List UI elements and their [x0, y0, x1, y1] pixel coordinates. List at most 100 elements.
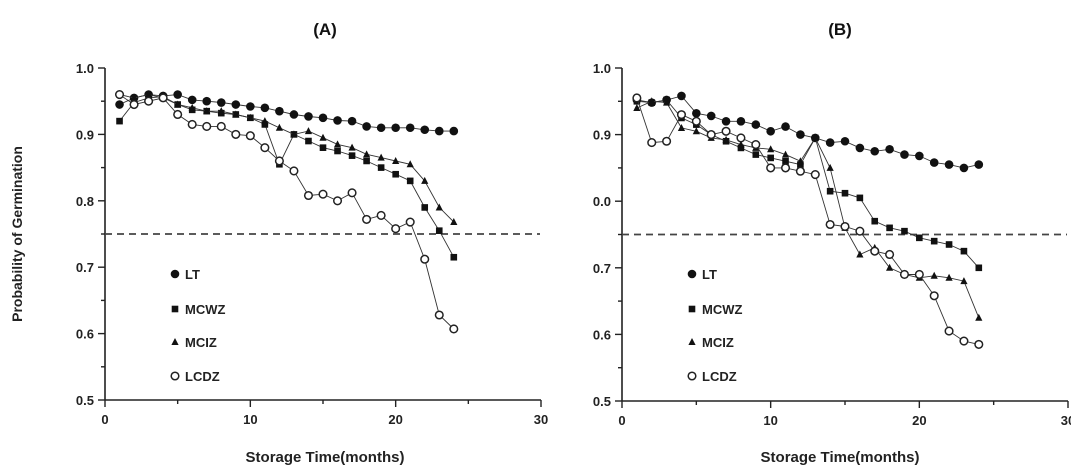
panel-b-series-mciz-point [648, 97, 656, 105]
panel-b-series-lcdz-point [795, 166, 805, 176]
panel-a-series-lcdz-point [187, 119, 197, 129]
panel-a-series-lt-point [289, 110, 299, 119]
panel-b-series-mciz-point [781, 150, 790, 158]
panel-b-series-lt-point [721, 116, 731, 126]
panel-b-series-mcwz-point [960, 247, 968, 255]
panel-b-series-lt-point [751, 120, 761, 129]
panel-a-series-lcdz-point [129, 99, 139, 110]
panel-a-series-mcwz-point [406, 177, 414, 185]
panel-b-series-lt-point [825, 138, 835, 147]
panel-a-y-tick-label: 1.0 [76, 61, 94, 76]
panel-a-series-lcdz-point [144, 96, 154, 106]
panel-a-series-lt-point [405, 123, 415, 133]
panel-a-series-lt-point [347, 116, 357, 126]
panel-b-series-mciz-point [692, 127, 700, 135]
panel-a-series-lcdz-point [260, 143, 270, 153]
panel-a-series-lcdz-point [318, 189, 328, 199]
panel-b-series-mciz-point [663, 98, 671, 106]
panel-a-series-lt-point [362, 122, 371, 131]
panel-b-legend-label-lcdz: LCDZ [702, 369, 737, 384]
panel-b-series-lcdz-point [766, 163, 776, 173]
panel-b-series-lcdz-point [691, 116, 701, 126]
panel-a-series-lcdz-line [119, 94, 455, 330]
panel-a-series-mciz-line [119, 94, 455, 223]
panel-a-y-tick-label: 0.5 [76, 393, 94, 408]
panel-b-series-mcwz-point [871, 217, 879, 225]
panel-a-y-tick-label: 0.9 [76, 127, 94, 142]
panel-a-series-lcdz-point [405, 217, 415, 227]
panel-b-series-lt-point [736, 116, 746, 126]
panel-a-series-mcwz-point [435, 227, 443, 234]
panel-a-series-mcwz-point [261, 121, 269, 128]
panel-b-series-lcdz-point [647, 138, 657, 148]
panel-b-y-tick-label: 0.9 [593, 128, 611, 143]
panel-a-series-mciz-point [377, 153, 385, 161]
panel-a-x-tick-label: 30 [534, 412, 548, 427]
panel-a-series-lcdz-point [274, 156, 284, 166]
panel-b-x-tick-label: 30 [1061, 413, 1071, 428]
panel-a-series-mcwz-point [363, 157, 370, 165]
panel-b-series-lt-point [706, 111, 716, 121]
panel-b-series-lt-point [840, 136, 850, 146]
panel-b-series-mcwz-point [930, 237, 938, 245]
panel-b-series-lcdz-point [736, 133, 746, 143]
panel-b-series-lcdz-point [632, 93, 642, 103]
panel-b-series-lt-point [974, 160, 984, 169]
panel-a-series-mciz-point [363, 150, 371, 158]
panel-b-series-mcwz-point [886, 224, 893, 232]
panel-b-series-mcwz-line [636, 99, 980, 269]
panel-a-series-lt-point [115, 100, 124, 109]
panel-b-series-lcdz-point [855, 226, 865, 236]
panel-a-series-lt-point [275, 106, 284, 116]
panel-b-series-lcdz-point [870, 246, 880, 256]
panel-a-y-tick-label: 0.7 [76, 260, 94, 275]
panel-b-title: (B) [828, 20, 852, 39]
panel-a-series-mciz-point [450, 218, 458, 226]
panel-b-series-mciz-point [975, 313, 983, 321]
panel-b-series-lcdz-point [662, 136, 672, 146]
panel-b-series-mciz-point [811, 133, 819, 141]
panel-b-series-lcdz-point [899, 269, 910, 280]
panel-a-series-mciz-point [421, 176, 429, 184]
panel-a-series-lt-point [187, 95, 197, 105]
panel-b-y-tick-label: 0.0 [593, 194, 611, 209]
panel-a-series-lcdz-point [231, 129, 241, 139]
panel-a-series-lt-point [318, 113, 328, 123]
panel-b-series-lcdz-line [636, 97, 979, 345]
panel-a-series-lt-point [246, 102, 255, 111]
panel-b-series-lt-point [900, 150, 909, 159]
panel-b-x-tick-label: 10 [763, 413, 777, 428]
panel-a-series-lt-point [391, 123, 400, 133]
panel-a-legend-marker-lcdz [170, 371, 180, 381]
panel-a-y-tick-label: 0.8 [76, 194, 94, 209]
panel-b-y-tick-label: 0.6 [593, 327, 611, 342]
panel-a-series-lt-point [376, 123, 386, 133]
panel-a-series-mciz-point [392, 156, 400, 164]
panel-b-series-lcdz-point [721, 126, 731, 136]
panel-b-series-mciz-line [636, 100, 980, 318]
panel-a-series-lcdz-point [449, 324, 459, 334]
panel-b-legend-marker-mciz [688, 338, 696, 345]
panel-a-series-lt-point [420, 125, 430, 135]
panel-a-series-mciz-point [333, 140, 342, 148]
panel-b-series-lt-point [959, 163, 969, 173]
panel-a-series-lcdz-point [376, 210, 386, 220]
panel-a-series-lt-point [304, 112, 313, 121]
panel-a-series-lcdz-point [347, 188, 357, 198]
panel-a-series-mcwz-point [305, 137, 312, 145]
panel-b-series-lcdz-point [959, 336, 969, 346]
panel-b-y-tick-label: 1.0 [593, 61, 611, 76]
panel-a-series-lt-point [260, 103, 270, 113]
panel-b-series-mcwz-point [826, 187, 834, 195]
panel-a-series-lcdz-point [362, 214, 372, 224]
panel-b-series-lcdz-point [885, 249, 895, 260]
panel-b-series-lcdz-point [810, 170, 820, 180]
panel-a-series-lt-point [333, 116, 342, 125]
panel-b-series-lcdz-point [974, 339, 984, 349]
panel-b-series-mciz-point [856, 250, 864, 258]
panel-b-x-tick-label: 20 [912, 413, 926, 428]
panel-b-series-lt-point [766, 126, 775, 136]
panel-b-series-lt-point [915, 151, 924, 161]
panel-a-series-lcdz-point [420, 254, 430, 264]
